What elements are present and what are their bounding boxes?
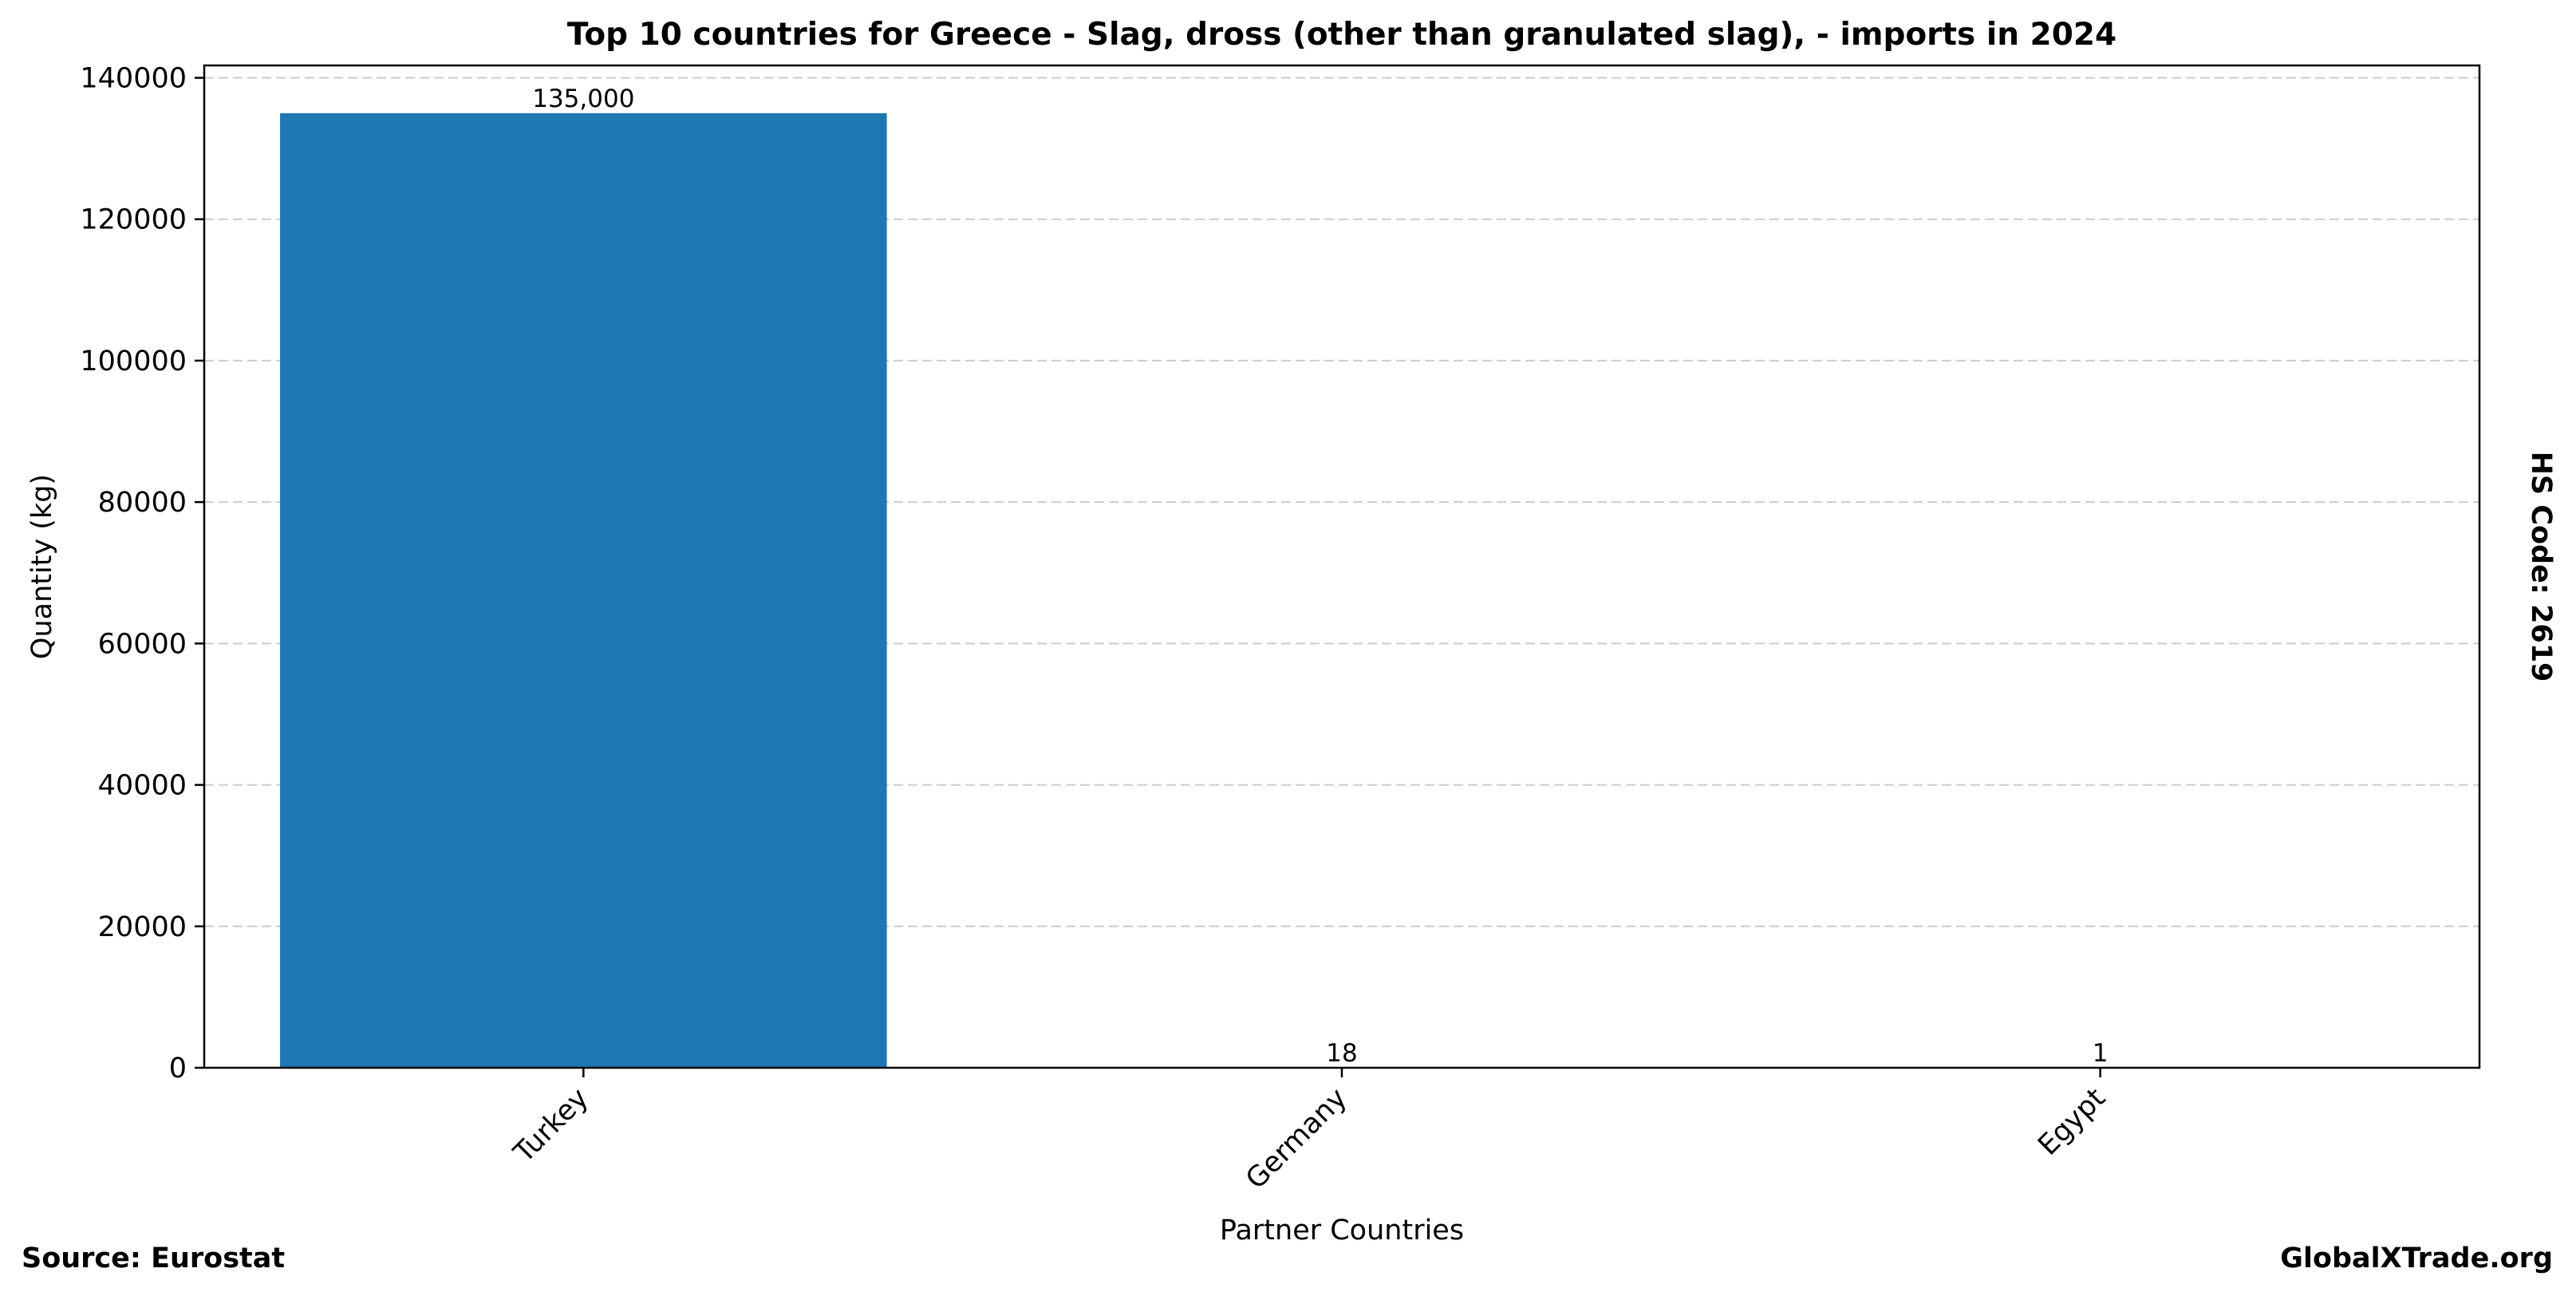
hs-code-label: HS Code: 2619 bbox=[2525, 452, 2557, 682]
x-axis-label: Partner Countries bbox=[1220, 1215, 1464, 1247]
data-labels: 135,000 18 1 bbox=[532, 85, 2108, 1068]
bar-turkey bbox=[280, 113, 887, 1068]
y-tick-label: 40000 bbox=[98, 770, 187, 802]
source-credit: Source: Eurostat bbox=[22, 1243, 285, 1274]
chart-title: Top 10 countries for Greece - Slag, dros… bbox=[567, 17, 2116, 53]
plot-frame bbox=[203, 64, 2481, 1069]
y-tick-label: 120000 bbox=[80, 204, 187, 236]
brand-credit: GlobalXTrade.org bbox=[2280, 1243, 2553, 1274]
bars bbox=[280, 113, 2404, 1068]
y-tick-label: 140000 bbox=[80, 63, 187, 95]
data-label: 135,000 bbox=[532, 85, 634, 113]
y-tick-label: 60000 bbox=[98, 628, 187, 660]
y-tick-label: 100000 bbox=[80, 346, 187, 377]
y-tick-label: 0 bbox=[169, 1053, 187, 1085]
data-label: 1 bbox=[2093, 1039, 2109, 1068]
y-tick-label: 80000 bbox=[98, 487, 187, 519]
data-label: 18 bbox=[1326, 1039, 1357, 1068]
y-tick-label: 20000 bbox=[98, 911, 187, 943]
y-axis-ticks: 0 20000 40000 60000 80000 100000 120000 140000 bbox=[80, 63, 204, 1085]
y-axis-label: Quantity (kg) bbox=[26, 474, 58, 659]
